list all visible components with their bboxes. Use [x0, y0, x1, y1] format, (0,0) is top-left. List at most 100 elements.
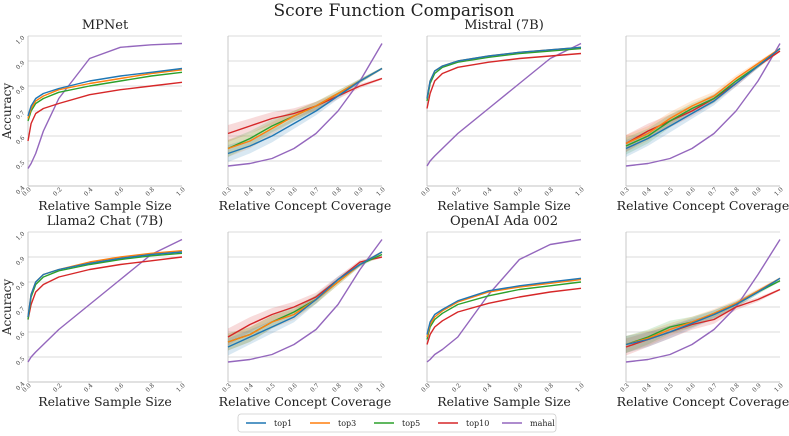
x-tick-label: 0.8 — [729, 382, 741, 394]
series-line-top1 — [625, 47, 781, 150]
y-tick-label: 0.4 — [15, 184, 27, 196]
x-tick-label: 0.3 — [221, 186, 233, 198]
series-line-top3 — [27, 69, 183, 119]
x-tick-label: 1.0 — [574, 186, 586, 198]
panels-container: 0.0 0.2 0.4 0.6 0.8 1.0 0.4 0.5 0.6 0.7 0.8 0.9 1.0 M… — [0, 18, 789, 409]
series-line-top5 — [27, 252, 183, 320]
x-tick-label: 0.8 — [543, 186, 555, 198]
series-line-top5 — [426, 47, 582, 102]
x-axis-label: Relative Sample Size — [437, 394, 571, 409]
x-tick-label: 0.8 — [144, 186, 156, 198]
x-axis-label: Relative Concept Coverage — [219, 394, 392, 409]
series-line-top10 — [227, 256, 383, 338]
series-line-top1 — [625, 277, 781, 346]
x-tick-label: 0.3 — [619, 186, 631, 198]
series-line-top10 — [426, 52, 582, 109]
panel-title: Mistral (7B) — [464, 18, 544, 33]
series-line-mahal — [27, 238, 183, 363]
x-tick-label: 0.4 — [243, 382, 255, 394]
panel-6: 0.0 0.2 0.4 0.6 0.8 1.0 OpenAI Ada 002 Relative… — [420, 214, 586, 409]
panel-2: 0.0 0.2 0.4 0.6 0.8 1.0 Mistral (7B) Relative S… — [420, 18, 586, 213]
panel-title: OpenAI Ada 002 — [450, 214, 558, 229]
x-tick-label: 0.7 — [309, 382, 321, 394]
y-tick-label: 0.8 — [15, 280, 27, 292]
x-axis-label: Relative Sample Size — [38, 198, 172, 213]
series-line-top1 — [27, 251, 183, 318]
x-axis-label: Relative Concept Coverage — [617, 198, 789, 213]
series-line-mahal — [227, 43, 383, 167]
legend-label-top3: top3 — [338, 419, 356, 428]
series-line-top10 — [27, 81, 183, 142]
x-tick-label: 0.6 — [512, 186, 524, 198]
x-tick-label: 0.2 — [52, 382, 64, 394]
y-tick-label: 0.7 — [15, 109, 27, 121]
x-tick-label: 0.4 — [641, 186, 653, 198]
x-tick-label: 0.9 — [751, 186, 763, 198]
series-line-top10 — [227, 77, 383, 135]
x-tick-label: 0.6 — [685, 186, 697, 198]
y-tick-label: 1.0 — [15, 230, 27, 242]
series-band-top1 — [626, 277, 780, 353]
x-tick-label: 0.8 — [543, 382, 555, 394]
x-tick-label: 0.6 — [287, 382, 299, 394]
x-tick-label: 0.4 — [243, 186, 255, 198]
x-tick-label: 0.4 — [641, 382, 653, 394]
x-tick-label: 0.6 — [685, 382, 697, 394]
x-tick-label: 1.0 — [375, 382, 387, 394]
panel-0: 0.0 0.2 0.4 0.6 0.8 1.0 0.4 0.5 0.6 0.7 0.8 0.9 1.0 M… — [0, 18, 187, 213]
x-tick-label: 0.2 — [451, 382, 463, 394]
series-line-top10 — [426, 287, 582, 345]
x-tick-label: 0.5 — [265, 186, 277, 198]
x-tick-label: 0.7 — [707, 186, 719, 198]
series-line-top1 — [426, 277, 582, 335]
x-axis-label: Relative Concept Coverage — [219, 198, 392, 213]
y-tick-label: 0.9 — [15, 59, 27, 71]
x-axis-label: Relative Concept Coverage — [617, 394, 789, 409]
x-tick-label: 1.0 — [175, 186, 187, 198]
x-tick-label: 0.9 — [353, 382, 365, 394]
figure-title: Score Function Comparison — [274, 1, 515, 21]
series-line-top1 — [426, 46, 582, 99]
x-tick-label: 0.8 — [331, 382, 343, 394]
series-line-top1 — [27, 67, 183, 117]
legend-label-top5: top5 — [402, 419, 420, 428]
x-tick-label: 1.0 — [375, 186, 387, 198]
x-tick-label: 0.5 — [663, 382, 675, 394]
series-line-mahal — [625, 239, 781, 363]
y-tick-label: 0.6 — [15, 134, 27, 146]
series-band-top5 — [626, 279, 780, 353]
y-tick-label: 0.5 — [15, 159, 27, 171]
x-tick-label: 1.0 — [773, 382, 785, 394]
x-axis-label: Relative Sample Size — [437, 198, 571, 213]
x-tick-label: 0.6 — [287, 186, 299, 198]
x-tick-label: 0.0 — [21, 186, 33, 198]
y-tick-label: 1.0 — [15, 34, 27, 46]
y-axis-label: Accuracy — [0, 279, 14, 336]
legend-label-top1: top1 — [274, 419, 292, 428]
x-tick-label: 0.4 — [482, 186, 494, 198]
x-tick-label: 0.0 — [420, 382, 432, 394]
series-line-top10 — [27, 256, 183, 320]
panel-4: 0.0 0.2 0.4 0.6 0.8 1.0 0.4 0.5 0.6 0.7 0.8 0.9 1.0 L… — [0, 214, 187, 409]
series-line-top3 — [426, 278, 582, 338]
x-tick-label: 0.7 — [309, 186, 321, 198]
x-tick-label: 0.6 — [512, 382, 524, 394]
series-line-mahal — [625, 43, 781, 167]
series-line-mahal — [426, 42, 582, 167]
x-tick-label: 0.5 — [663, 186, 675, 198]
y-axis-label: Accuracy — [0, 83, 14, 140]
x-tick-label: 0.0 — [21, 382, 33, 394]
x-tick-label: 0.6 — [113, 186, 125, 198]
legend: top1 top3 top5 top10 mahal — [237, 413, 557, 433]
x-tick-label: 0.3 — [619, 382, 631, 394]
panel-title: MPNet — [82, 18, 129, 33]
x-tick-label: 0.8 — [729, 186, 741, 198]
series-line-top3 — [625, 277, 781, 346]
series-line-mahal — [426, 238, 582, 363]
x-tick-label: 0.3 — [221, 382, 233, 394]
x-tick-label: 0.7 — [707, 382, 719, 394]
